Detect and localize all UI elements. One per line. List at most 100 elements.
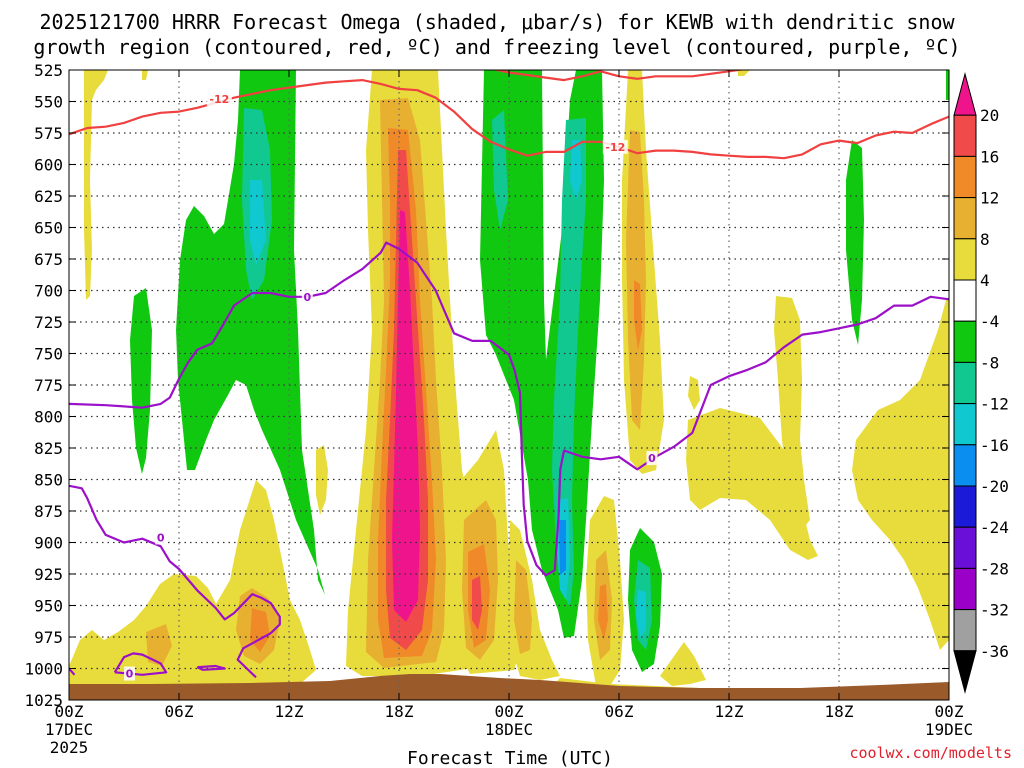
omega-region [598, 584, 608, 640]
colorbar-label: 12 [980, 189, 999, 208]
omega-region [176, 70, 325, 595]
chart-title-line-2: growth region (contoured, red, ºC) and f… [33, 35, 960, 59]
x-tick-label: 12Z [715, 702, 744, 721]
y-tick-label: 725 [34, 313, 63, 332]
contour-label-bg [155, 530, 167, 545]
y-tick-label: 700 [34, 282, 63, 301]
contour-label-bg [124, 666, 135, 681]
x-tick-date: 18DEC [485, 720, 533, 739]
y-tick-label: 975 [34, 628, 63, 647]
colorbar-bin [953, 403, 977, 446]
chart-title-line-1: 2025121700 HRRR Forecast Omega (shaded, … [39, 10, 955, 34]
colorbar-bin [953, 485, 977, 528]
contour-line [113, 652, 168, 676]
omega-region [146, 624, 172, 666]
contour-line [196, 664, 226, 671]
y-tick-label: 825 [34, 439, 63, 458]
colorbar-label: -20 [980, 477, 1009, 496]
x-axis-title: Forecast Time (UTC) [407, 748, 613, 768]
colorbar-bin [953, 279, 977, 322]
colorbar-label: -16 [980, 436, 1009, 455]
omega-shading [69, 70, 949, 700]
colorbar-bin [953, 155, 977, 199]
y-tick-label: 625 [34, 187, 63, 206]
colorbar-label: -4 [980, 312, 999, 331]
colorbar-bin [953, 650, 977, 694]
omega-region [774, 296, 810, 530]
y-tick-label: 650 [34, 219, 63, 238]
colorbar-label: -12 [980, 395, 1009, 414]
colorbar: 20 16 12 8 4 -4 -8 -12 -16 -20 -24 -28 -32 -36 [953, 72, 1009, 694]
y-tick-label: 950 [34, 597, 63, 616]
omega-region [472, 576, 482, 630]
contour-line [69, 667, 76, 676]
y-tick-label: 925 [34, 565, 63, 584]
y-tick-label: 1000 [24, 660, 63, 679]
contour-label-bg [646, 451, 658, 466]
colorbar-label: 4 [980, 271, 990, 290]
colorbar-bin [953, 444, 977, 487]
x-tick-date: 17DEC [45, 720, 93, 739]
colorbar-label: -28 [980, 559, 1009, 578]
omega-region [686, 408, 818, 560]
colorbar-bin [953, 567, 977, 611]
colorbar-label: -8 [980, 353, 999, 372]
gridlines [69, 70, 949, 700]
omega-region [626, 130, 646, 430]
colorbar-label: -36 [980, 642, 1009, 661]
contour-line [69, 484, 281, 679]
y-tick-label: 750 [34, 345, 63, 364]
omega-region [559, 520, 566, 575]
contour-label-bg [602, 139, 628, 154]
contour-label-bg [301, 289, 313, 304]
y-tick-label: 575 [34, 124, 63, 143]
credit-text[interactable]: coolwx.com/modelts [849, 744, 1012, 762]
y-tick-label: 900 [34, 534, 63, 553]
colorbar-bin [953, 361, 977, 405]
y-tick-label: 600 [34, 156, 63, 175]
contour-label-bg [206, 91, 232, 106]
x-tick-label: 00Z [55, 702, 84, 721]
y-tick-label: 850 [34, 471, 63, 490]
y-tick-label: 775 [34, 376, 63, 395]
omega-region [514, 560, 532, 654]
contour-label: 0 [648, 452, 656, 465]
omega-region [946, 70, 949, 100]
y-tick-label: 675 [34, 250, 63, 269]
omega-region [660, 642, 706, 686]
x-tick-date: 19DEC [925, 720, 973, 739]
contour-line [69, 241, 949, 577]
omega-region [634, 280, 642, 350]
omega-region [738, 70, 750, 76]
y-tick-label: 550 [34, 93, 63, 112]
omega-region [852, 300, 949, 650]
omega-region [142, 70, 148, 80]
omega-region [636, 590, 646, 638]
plot-area: -12 -12 0 0 0 0 [68, 69, 950, 701]
omega-region [250, 180, 266, 265]
omega-region [492, 110, 508, 230]
contour-label: 0 [126, 668, 134, 681]
colorbar-label: 20 [980, 106, 999, 125]
colorbar-bin [953, 197, 977, 240]
x-tick-label: 00Z [935, 702, 964, 721]
colorbar-label: 8 [980, 230, 990, 249]
y-tick-label: 525 [34, 61, 63, 80]
colorbar-bin [953, 238, 977, 281]
x-tick-year: 2025 [50, 738, 89, 757]
contour-labels: -12 -12 0 0 0 0 [124, 91, 658, 681]
colorbar-label: -32 [980, 601, 1009, 620]
contour-label: -12 [209, 93, 229, 106]
colorbar-bin [953, 114, 977, 157]
colorbar-label: -24 [980, 518, 1009, 537]
contour-label: 0 [304, 291, 312, 304]
colorbar-bin [953, 72, 977, 116]
x-tick-label: 18Z [385, 702, 414, 721]
x-tick-label: 06Z [165, 702, 194, 721]
x-tick-label: 06Z [605, 702, 634, 721]
x-tick-label: 12Z [275, 702, 304, 721]
omega-region [130, 288, 152, 474]
y-tick-label: 800 [34, 408, 63, 427]
